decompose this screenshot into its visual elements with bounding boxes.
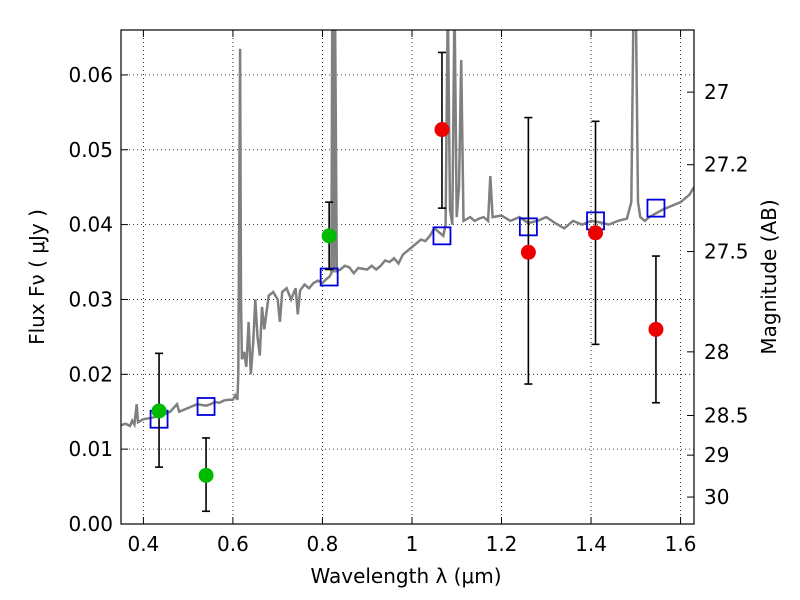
y2-axis-label: Magnitude (AB) [757, 199, 781, 354]
model-square-point [646, 198, 666, 218]
measured-point [321, 228, 337, 244]
y-tick-label: 0.00 [68, 512, 113, 536]
y-axis-label: Flux Fν ( μJy ) [25, 209, 49, 345]
y2-tick-label: 29 [704, 443, 729, 467]
plot-frame [120, 29, 695, 525]
y-tick-label: 0.05 [68, 138, 113, 162]
measured-point [151, 403, 167, 419]
y-tick-label: 0.04 [68, 213, 113, 237]
measured-point [648, 321, 664, 337]
y-tick-label: 0.06 [68, 63, 113, 87]
x-tick-label: 1.2 [486, 532, 518, 556]
x-tick-label: 0.6 [217, 532, 249, 556]
model-square-point [432, 226, 452, 246]
y2-tick-label: 28 [704, 340, 729, 364]
plot-area [121, 30, 694, 524]
x-axis-label: Wavelength λ (μm) [310, 564, 501, 588]
x-tick-label: 1 [406, 532, 419, 556]
y-tick-label: 0.02 [68, 362, 113, 386]
x-tick-label: 0.8 [307, 532, 339, 556]
axis-ticks: 0.4 0.6 0.8 1 1.2 1.4 1.6 0.00 0.01 0.02 0.03 0.04 0… [68, 30, 749, 556]
y2-tick-label: 27.2 [704, 153, 749, 177]
x-tick-label: 1.4 [575, 532, 607, 556]
y-tick-label: 0.01 [68, 437, 113, 461]
y2-tick-label: 28.5 [704, 403, 749, 427]
measured-point [520, 244, 536, 260]
data-marks [149, 51, 666, 513]
x-tick-label: 0.4 [127, 532, 159, 556]
y2-tick-label: 30 [704, 485, 729, 509]
measured-point [434, 122, 450, 138]
model-square-point [196, 397, 216, 416]
x-tick-label: 1.6 [665, 532, 697, 556]
measured-point [588, 225, 604, 241]
y2-tick-label: 27.5 [704, 240, 749, 264]
y2-tick-label: 27 [704, 80, 729, 104]
y-tick-label: 0.03 [68, 287, 113, 311]
spectrum-line [121, 30, 694, 429]
measured-point [198, 467, 214, 483]
